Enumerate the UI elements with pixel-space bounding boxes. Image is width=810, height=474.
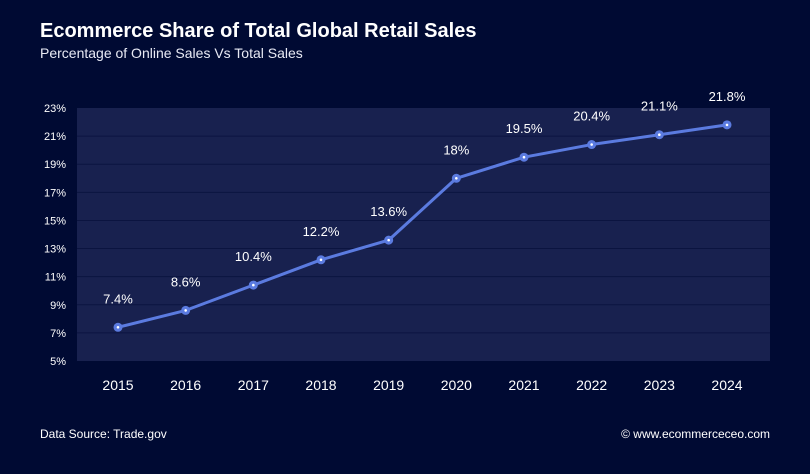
data-label: 21.8% bbox=[709, 89, 746, 104]
y-tick-label: 7% bbox=[50, 328, 66, 340]
x-tick-label: 2018 bbox=[305, 377, 336, 393]
data-label: 10.4% bbox=[235, 249, 272, 264]
chart-title: Ecommerce Share of Total Global Retail S… bbox=[40, 20, 477, 42]
x-tick-label: 2020 bbox=[441, 377, 472, 393]
data-point-center bbox=[725, 123, 729, 127]
data-point-center bbox=[455, 176, 458, 180]
data-point-center bbox=[184, 309, 187, 312]
data-point-center bbox=[252, 283, 255, 287]
series-line bbox=[117, 123, 728, 329]
x-tick-label: 2015 bbox=[102, 377, 133, 393]
x-tick-label: 2021 bbox=[508, 377, 539, 393]
y-tick-label: 13% bbox=[44, 244, 66, 256]
data-point-center bbox=[522, 155, 526, 159]
data-point-center bbox=[116, 325, 120, 329]
y-tick-label: 17% bbox=[44, 187, 66, 199]
x-tick-label: 2022 bbox=[576, 377, 607, 393]
y-tick-label: 23% bbox=[44, 103, 66, 115]
data-point-center bbox=[658, 133, 661, 137]
data-label: 20.4% bbox=[573, 109, 610, 124]
data-label: 7.4% bbox=[103, 291, 133, 306]
y-tick-label: 11% bbox=[45, 272, 66, 284]
x-tick-label: 2016 bbox=[170, 377, 201, 393]
y-tick-label: 15% bbox=[44, 215, 66, 227]
data-label: 19.5% bbox=[506, 121, 543, 136]
data-label: 21.1% bbox=[641, 99, 678, 114]
data-label: 13.6% bbox=[370, 204, 407, 219]
chart-subtitle: Percentage of Online Sales Vs Total Sale… bbox=[40, 45, 303, 61]
y-tick-label: 5% bbox=[50, 356, 66, 368]
x-tick-label: 2017 bbox=[238, 377, 269, 393]
x-tick-label: 2024 bbox=[711, 377, 742, 393]
data-point-center bbox=[319, 258, 323, 262]
y-tick-label: 19% bbox=[44, 159, 66, 171]
copyright-link[interactable]: © www.ecommerceceo.com bbox=[621, 427, 770, 441]
x-tick-label: 2019 bbox=[373, 377, 404, 393]
x-tick-label: 2023 bbox=[644, 377, 675, 393]
y-tick-label: 21% bbox=[44, 131, 66, 143]
y-tick-label: 9% bbox=[50, 300, 66, 312]
data-label: 8.6% bbox=[171, 274, 201, 289]
data-label: 18% bbox=[443, 142, 469, 157]
data-point-center bbox=[387, 238, 390, 242]
data-point-center bbox=[590, 143, 593, 146]
data-source: Data Source: Trade.gov bbox=[40, 427, 167, 441]
plot-area bbox=[77, 108, 770, 361]
data-label: 12.2% bbox=[303, 224, 340, 239]
